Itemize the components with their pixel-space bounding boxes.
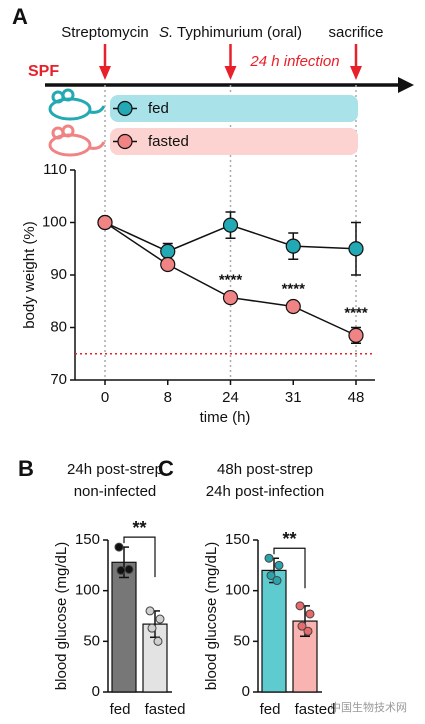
- phase-label: SPF: [28, 63, 59, 80]
- legend-label: fasted: [148, 133, 189, 150]
- y-tick-label: 100: [225, 582, 250, 599]
- legend-marker: [117, 133, 133, 150]
- point: [303, 626, 313, 636]
- point: [348, 241, 364, 257]
- significance-bracket: [123, 536, 156, 578]
- significance-label: **: [282, 529, 296, 549]
- chart-subtitle: non-infected: [74, 483, 157, 500]
- point: [145, 606, 155, 616]
- event-label-text: Streptomycin: [61, 24, 149, 41]
- legend-band: [110, 128, 358, 155]
- annotation: ****: [219, 271, 243, 288]
- point: [266, 570, 276, 580]
- point: [348, 327, 364, 343]
- watermark: 中国生物技术网: [330, 700, 407, 714]
- y-tick-label: 70: [50, 371, 67, 388]
- point: [116, 565, 126, 575]
- annotation: ****: [344, 304, 368, 321]
- timeline-arrowhead: [398, 77, 414, 93]
- point: [285, 298, 301, 315]
- x-tick-label: 48: [348, 389, 365, 406]
- panel-label: B: [18, 456, 34, 481]
- point: [305, 609, 315, 619]
- y-tick-label: 150: [225, 531, 250, 548]
- chart-title: 24h post-strep: [67, 461, 163, 478]
- x-tick-label: 24: [222, 389, 239, 406]
- event-arrowhead: [350, 66, 362, 80]
- point: [155, 614, 165, 624]
- y-tick-label: 50: [233, 632, 250, 649]
- legend-label: fed: [148, 100, 169, 117]
- event-label-italic: S.: [159, 24, 173, 41]
- point: [97, 214, 113, 231]
- x-tick-label: 8: [164, 389, 172, 406]
- point: [124, 564, 134, 574]
- x-tick-label: 31: [285, 389, 302, 406]
- chart-title: 48h post-strep: [217, 461, 313, 478]
- x-tick-label: fed: [260, 701, 281, 718]
- bar: [111, 561, 137, 693]
- y-tick-label: 100: [42, 213, 67, 230]
- y-tick-label: 0: [92, 683, 100, 700]
- panel-label: C: [158, 456, 174, 481]
- point: [160, 256, 176, 273]
- x-tick-label: 0: [101, 389, 109, 406]
- significance-label: **: [132, 518, 146, 538]
- event-label: sacrifice: [328, 24, 383, 41]
- point: [295, 601, 305, 611]
- event-label-text: sacrifice: [328, 24, 383, 41]
- point: [222, 289, 239, 306]
- significance-bracket: [273, 547, 306, 589]
- x-tick-label: fed: [110, 701, 131, 718]
- panel-label: A: [12, 4, 28, 29]
- point: [114, 542, 124, 552]
- mouse-icon: [48, 124, 106, 157]
- y-axis-label: blood glucose (mg/dL): [203, 542, 220, 690]
- chart-subtitle: 24h post-infection: [206, 483, 324, 500]
- legend-band: [110, 95, 358, 122]
- event-label: S. Typhimurium (oral): [159, 24, 302, 41]
- point: [147, 623, 157, 633]
- y-tick-label: 100: [75, 582, 100, 599]
- mouse-icon: [48, 88, 106, 121]
- y-axis-label: body weight (%): [21, 221, 38, 329]
- x-axis-label: time (h): [200, 409, 251, 426]
- point: [274, 560, 284, 570]
- y-axis-label: blood glucose (mg/dL): [53, 542, 70, 690]
- point: [160, 243, 176, 259]
- point: [153, 636, 163, 646]
- annotation: ****: [282, 280, 306, 297]
- event-label: Streptomycin: [61, 24, 149, 41]
- point: [285, 238, 301, 254]
- y-tick-label: 90: [50, 266, 67, 283]
- event-label-text: Typhimurium (oral): [177, 24, 302, 41]
- event-arrowhead: [99, 66, 111, 80]
- point: [272, 576, 282, 586]
- point: [297, 621, 307, 631]
- x-tick-label: fasted: [295, 701, 336, 718]
- y-tick-label: 50: [83, 632, 100, 649]
- x-tick-label: fasted: [145, 701, 186, 718]
- bar: [261, 569, 287, 693]
- event-arrowhead: [224, 66, 237, 80]
- y-tick-label: 110: [43, 161, 67, 178]
- legend-marker: [117, 100, 133, 117]
- interval-label: 24 h infection: [249, 53, 339, 70]
- y-tick-label: 0: [242, 683, 250, 700]
- point: [264, 553, 274, 563]
- y-tick-label: 150: [75, 531, 100, 548]
- y-tick-label: 80: [50, 318, 67, 335]
- point: [222, 217, 239, 233]
